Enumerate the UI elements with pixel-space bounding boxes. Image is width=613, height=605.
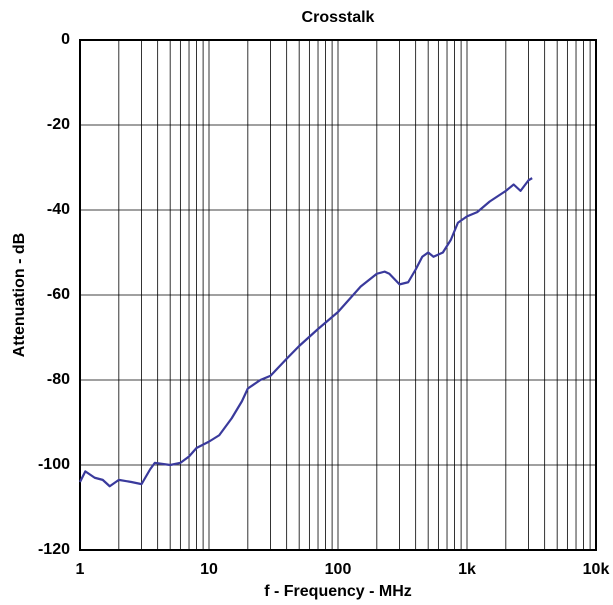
x-tick-label: 1 [76,561,85,578]
chart-title: Crosstalk [302,9,375,26]
x-tick-label: 10k [583,561,610,578]
y-tick-label: -80 [47,371,70,388]
x-tick-label: 100 [325,561,352,578]
y-tick-label: -40 [47,201,70,218]
y-axis-label: Attenuation - dB [11,233,28,357]
y-tick-label: 0 [61,31,70,48]
data-line [79,177,533,488]
x-tick-label: 1k [458,561,476,578]
x-tick-label: 10 [200,561,218,578]
x-axis-label: f - Frequency - MHz [264,583,412,600]
y-tick-label: -120 [38,541,70,558]
y-tick-label: -60 [47,286,70,303]
plot-frame [79,39,597,551]
y-tick-label: -20 [47,116,70,133]
y-tick-label: -100 [38,456,70,473]
